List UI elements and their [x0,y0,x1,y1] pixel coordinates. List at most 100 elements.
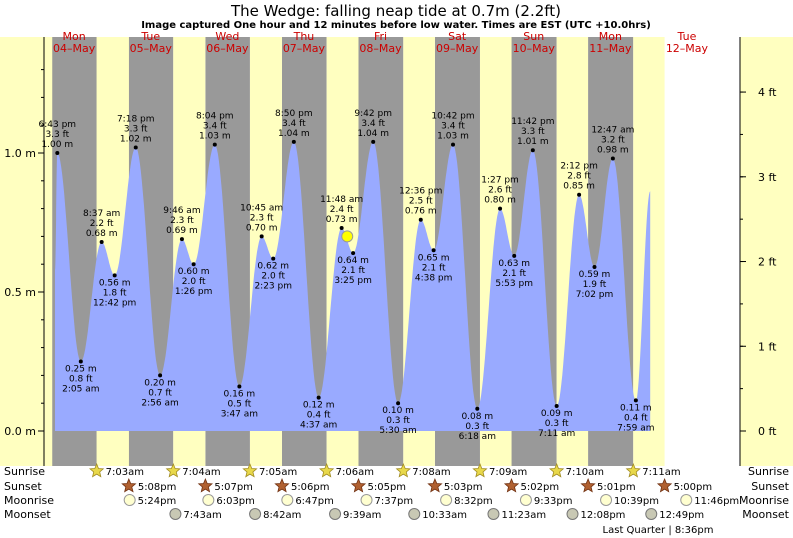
tide-event-label: 2.2 ft [90,219,114,229]
tide-event-point [512,253,517,258]
sunset-time: 5:03pm [444,482,483,493]
tide-event-label: 2.0 ft [182,277,206,287]
tide-event-label: 9:42 pm [354,109,392,119]
chart-title: The Wedge: falling neap tide at 0.7m (2.… [230,2,561,20]
tide-event-label: 0.5 ft [228,400,252,410]
tide-event-label: 0.10 m [382,406,414,416]
moonset-icon [487,508,500,520]
tide-event-label: 0.80 m [484,196,516,206]
tide-event-label: 1.04 m [278,129,310,139]
moonrise-time: 5:24pm [138,496,177,507]
tide-event-label: 4:37 am [300,421,337,431]
tide-event-label: 0.60 m [178,267,210,277]
tide-event-label: 3.3 ft [521,127,545,137]
date-label: 06–May [206,42,249,55]
tide-event-label: 0.4 ft [624,413,648,423]
tide-event-label: 7:59 am [617,423,654,433]
day-of-week-label: Mon [599,30,622,43]
moonrise-icon [680,494,693,506]
tide-event-labels: 6:43 pm3.3 ft1.00 m0.25 m0.8 ft2:05 am8:… [39,109,655,442]
tide-event-label: 5:53 pm [495,279,533,289]
tide-event-label: 0.16 m [224,390,256,400]
tide-event-point [396,401,401,406]
tide-event-label: 0.56 m [99,278,131,288]
tide-event-label: 10:45 am [240,203,283,213]
tide-event-point [633,398,638,403]
sunset-icon [350,477,367,493]
tide-event-label: 12:47 am [591,126,634,136]
tide-event-label: 0.3 ft [465,422,489,432]
moonset-time: 10:33am [422,510,467,521]
tide-event-point [351,251,356,256]
right-margin-band [740,37,793,466]
tide-event-label: 0.4 ft [307,411,331,421]
sunrise-time: 7:09am [489,467,527,478]
day-of-week-label: Wed [215,30,239,43]
sunrise-icon [319,462,335,478]
tide-event-label: 0.63 m [498,259,530,269]
tide-event-label: 1.04 m [357,129,389,139]
y-tick-label-right: 4 ft [758,86,777,99]
tide-area [55,141,651,431]
tide-event-label: 1.01 m [517,137,549,147]
tide-event-label: 1.02 m [120,134,152,144]
day-of-week-label: Tue [677,30,697,43]
moonset-icon [249,508,262,520]
tide-area-group [55,141,651,431]
date-label: 05–May [130,42,173,55]
date-label: 11–May [589,42,632,55]
tide-event-label: 2:56 am [141,398,178,408]
tide-event-point [112,273,117,278]
day-of-week-label: Sat [448,30,467,43]
y-tick-label-right: 3 ft [758,171,777,184]
sunset-time: 5:07pm [214,482,253,493]
moon-phase-label: Last Quarter | 8:36pm [603,525,714,536]
date-label: 04–May [53,42,96,55]
tide-event-label: 3:47 am [221,410,258,420]
sunrise-icon [88,462,105,478]
tide-event-point [99,239,104,244]
tide-event-point [592,264,597,269]
tide-event-label: 1.03 m [437,132,469,142]
moonrise-time: 7:37pm [375,496,414,507]
moonrise-time: 6:03pm [216,496,255,507]
moonset-time: 9:39am [343,510,381,521]
tide-event-label: 0.12 m [303,401,335,411]
left-margin-band [0,37,44,466]
day-of-week-label: Thu [293,30,315,43]
tide-event-label: 7:18 pm [117,114,155,124]
tide-event-label: 2.6 ft [488,186,512,196]
tide-event-point [237,384,242,389]
sunset-time: 5:06pm [291,482,330,493]
row-label-right: Moonrise [739,494,789,507]
tide-event-point [554,403,559,408]
sunrise-time: 7:08am [412,467,450,478]
tide-event-label: 2.0 ft [261,272,285,282]
tide-event-point [451,142,456,147]
tide-event-label: 0.08 m [461,412,493,422]
row-label-right: Moonset [742,508,789,521]
sunset-icon [580,477,596,493]
moonrise-icon [600,494,613,506]
tide-event-label: 12:42 pm [93,298,136,308]
tide-event-label: 2.1 ft [341,266,365,276]
tide-event-point [431,248,436,253]
moonset-time: 7:43am [183,510,221,521]
tide-event-label: 0.76 m [405,207,437,217]
tide-event-point [133,145,138,150]
tide-event-label: 12:36 pm [399,187,442,197]
tide-event-label: 0.68 m [86,229,118,239]
tide-event-label: 8:37 am [83,209,120,219]
tide-event-label: 2:12 pm [560,162,598,172]
row-label-left: Sunrise [4,465,45,478]
tide-event-label: 7:11 am [538,429,575,439]
current-tide-marker [341,230,354,243]
moonset-icon [645,508,658,520]
y-tick-label-right: 0 ft [758,425,777,438]
moonrise-time: 11:46pm [694,496,739,507]
row-label-right: Sunset [751,480,789,493]
moonrise-time: 6:47pm [295,496,334,507]
tide-event-point [78,359,83,364]
tide-event-label: 0.98 m [597,146,629,156]
